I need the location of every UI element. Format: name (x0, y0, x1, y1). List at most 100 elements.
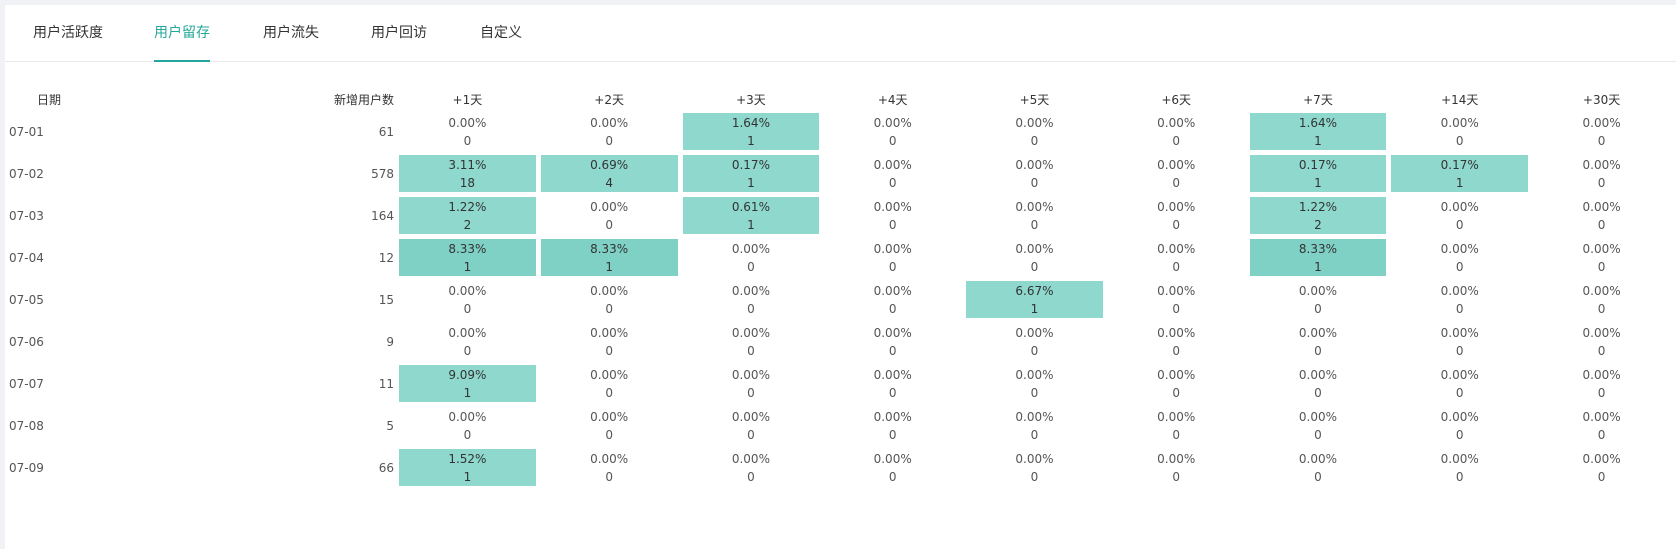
retention-cell: 0.00% 0 (966, 407, 1103, 444)
retention-count: 0 (1314, 343, 1322, 358)
retention-cell: 0.00% 0 (399, 407, 536, 444)
retention-cell: 0.00% 0 (966, 113, 1103, 150)
retention-cell: 0.00% 0 (966, 323, 1103, 360)
retention-cell: 0.00% 0 (399, 113, 536, 150)
retention-count: 0 (1030, 133, 1039, 148)
retention-count: 0 (605, 301, 613, 316)
header-day-4: +4天 (877, 93, 908, 107)
retention-percent: 0.00% (448, 283, 487, 298)
retention-count: 0 (1030, 217, 1039, 232)
retention-panel: 用户活跃度 用户留存 用户流失 用户回访 自定义 日期 新增用户数 +1天 +2… (5, 5, 1676, 549)
row-new-users: 12 (378, 250, 394, 265)
retention-count: 2 (463, 217, 472, 232)
retention-count: 1 (747, 133, 755, 148)
retention-percent: 0.00% (1582, 325, 1621, 340)
retention-percent: 0.00% (873, 409, 912, 424)
retention-cell: 0.00% 0 (1533, 239, 1670, 276)
retention-cell: 0.00% 0 (1108, 155, 1245, 192)
retention-percent: 1.52% (448, 451, 487, 466)
retention-percent: 1.64% (731, 115, 770, 130)
retention-count: 0 (888, 175, 897, 190)
retention-percent: 3.11% (448, 157, 487, 172)
retention-percent: 0.00% (1440, 409, 1479, 424)
tab-user-retention[interactable]: 用户留存 (154, 5, 210, 62)
retention-count: 0 (1455, 343, 1464, 358)
retention-percent: 0.00% (1015, 199, 1054, 214)
retention-cell: 0.00% 0 (1108, 449, 1245, 486)
tab-user-churn[interactable]: 用户流失 (263, 25, 319, 41)
retention-count: 0 (1172, 259, 1181, 274)
table-body: 07-01 61 0.00% 0 0.00% 0 1.64% 1 0.00% 0 0.00% 0 0.0… (9, 113, 1670, 486)
retention-table: 日期 新增用户数 +1天 +2天 +3天 +4天 +5天 +6天 +7天 +14… (4, 86, 1675, 491)
retention-count: 0 (1455, 427, 1464, 442)
retention-count: 1 (463, 259, 472, 274)
retention-count: 0 (1455, 385, 1464, 400)
retention-percent: 0.00% (1157, 409, 1196, 424)
retention-cell: 0.00% 0 (541, 281, 678, 318)
retention-cell: 0.00% 0 (1391, 239, 1528, 276)
retention-count: 18 (459, 175, 476, 190)
tab-bar: 用户活跃度 用户留存 用户流失 用户回访 自定义 (5, 5, 1676, 62)
retention-count: 2 (1314, 217, 1322, 232)
row-date: 07-05 (9, 292, 44, 307)
retention-cell: 0.00% 0 (1108, 239, 1245, 276)
retention-cell: 0.00% 0 (683, 407, 820, 444)
retention-cell: 0.00% 0 (683, 281, 820, 318)
retention-cell: 0.00% 0 (1250, 281, 1387, 318)
retention-count: 0 (1030, 259, 1039, 274)
row-date: 07-09 (9, 460, 44, 475)
retention-count: 0 (888, 427, 897, 442)
row-date: 07-04 (9, 250, 44, 265)
retention-cell: 9.09% 1 (399, 365, 536, 402)
retention-cell: 0.00% 0 (824, 449, 961, 486)
retention-cell: 0.00% 0 (1250, 365, 1387, 402)
retention-cell: 0.00% 0 (541, 323, 678, 360)
retention-count: 0 (747, 469, 755, 484)
retention-percent: 0.00% (1582, 241, 1621, 256)
retention-percent: 0.17% (1298, 157, 1338, 172)
retention-count: 0 (1172, 301, 1181, 316)
retention-percent: 0.00% (731, 283, 770, 298)
retention-percent: 0.00% (731, 451, 770, 466)
retention-count: 0 (605, 469, 613, 484)
retention-count: 0 (1030, 469, 1039, 484)
row-new-users: 66 (378, 460, 394, 475)
header-new-users: 新增用户数 (333, 93, 394, 107)
retention-percent: 0.00% (873, 241, 912, 256)
retention-cell: 0.00% 0 (966, 155, 1103, 192)
retention-cell: 0.00% 0 (1533, 197, 1670, 234)
retention-cell: 0.00% 0 (541, 407, 678, 444)
row-new-users: 15 (378, 292, 394, 307)
retention-percent: 6.67% (1015, 283, 1054, 298)
retention-percent: 0.61% (731, 199, 770, 214)
retention-count: 0 (1455, 133, 1464, 148)
retention-percent: 0.00% (873, 367, 912, 382)
retention-percent: 0.00% (1157, 325, 1196, 340)
retention-percent: 0.00% (1582, 283, 1621, 298)
retention-cell: 0.00% 0 (824, 155, 961, 192)
retention-percent: 0.00% (1015, 157, 1054, 172)
retention-percent: 0.00% (1298, 409, 1338, 424)
table-row: 07-01 61 0.00% 0 0.00% 0 1.64% 1 0.00% 0 0.00% 0 0.0… (9, 113, 1670, 150)
retention-cell: 3.11% 18 (399, 155, 536, 192)
row-new-users: 578 (371, 166, 394, 181)
retention-cell: 0.00% 0 (683, 323, 820, 360)
retention-percent: 0.00% (1298, 367, 1338, 382)
retention-cell: 1.52% 1 (399, 449, 536, 486)
retention-percent: 0.17% (1440, 157, 1479, 172)
retention-percent: 0.00% (1298, 283, 1338, 298)
retention-percent: 0.00% (1582, 157, 1621, 172)
table-row: 07-04 12 8.33% 1 8.33% 1 0.00% 0 0.00% 0 0.00% 0 0.0… (9, 239, 1670, 276)
tab-custom[interactable]: 自定义 (480, 25, 522, 41)
retention-cell: 0.00% 0 (824, 407, 961, 444)
tab-user-revisit[interactable]: 用户回访 (371, 25, 427, 41)
retention-cell: 1.22% 2 (1249, 197, 1387, 234)
tab-user-activity[interactable]: 用户活跃度 (33, 25, 103, 41)
retention-percent: 0.17% (731, 157, 770, 172)
retention-count: 1 (463, 385, 472, 400)
retention-cell: 0.00% 0 (683, 365, 820, 402)
retention-cell: 0.00% 0 (966, 449, 1103, 486)
header-day-3: +3天 (736, 93, 766, 107)
retention-count: 0 (1455, 259, 1464, 274)
row-date: 07-02 (9, 166, 44, 181)
